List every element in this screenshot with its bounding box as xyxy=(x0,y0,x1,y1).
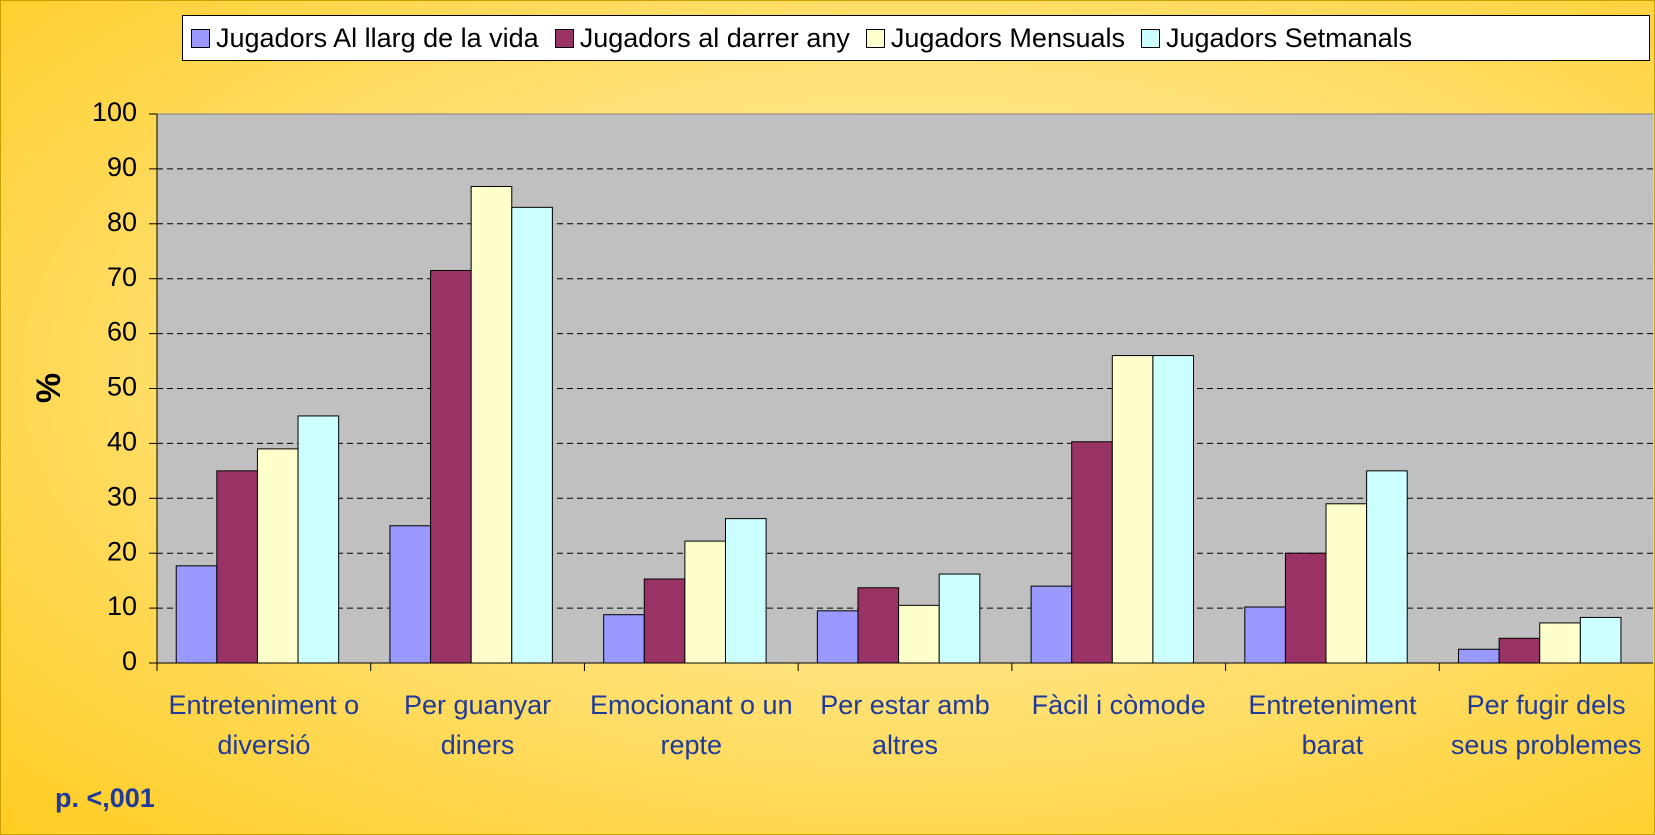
bar xyxy=(1152,355,1195,664)
bar xyxy=(857,587,900,664)
y-tick-label: 60 xyxy=(107,317,137,347)
bar xyxy=(216,470,258,664)
bar xyxy=(603,614,645,664)
y-tick-label: 70 xyxy=(107,262,137,292)
bar xyxy=(297,415,340,664)
legend-label: Jugadors Al llarg de la vida xyxy=(216,22,539,53)
bar xyxy=(938,573,981,664)
y-tick-label: 20 xyxy=(107,536,137,566)
bar xyxy=(1458,648,1500,664)
bar xyxy=(1498,637,1541,664)
legend-item: Jugadors al darrer any xyxy=(554,22,850,54)
bar xyxy=(1244,606,1286,664)
legend-label: Jugadors al darrer any xyxy=(579,22,850,53)
bar xyxy=(175,565,218,664)
bar xyxy=(684,540,726,664)
y-tick-label: 0 xyxy=(122,646,137,676)
bar xyxy=(1539,622,1581,664)
bar xyxy=(643,578,686,664)
y-tick-label: 50 xyxy=(107,372,137,402)
bar xyxy=(816,610,859,664)
legend-swatch xyxy=(191,28,210,48)
legend-item: Jugadors Mensuals xyxy=(865,22,1125,54)
y-axis-label: % xyxy=(30,373,68,403)
bar xyxy=(470,185,513,664)
legend: Jugadors Al llarg de la vida Jugadors al … xyxy=(182,15,1650,61)
bar xyxy=(1325,503,1368,664)
y-tick-label: 100 xyxy=(92,97,137,127)
legend-swatch xyxy=(865,28,885,48)
y-tick-label: 80 xyxy=(107,207,137,237)
bar xyxy=(1284,552,1327,664)
y-tick-label: 10 xyxy=(107,591,137,621)
y-tick-label: 40 xyxy=(107,427,137,457)
x-tick-label: Per estar amb altres xyxy=(820,690,990,760)
y-tick-label: 90 xyxy=(107,152,137,182)
x-tick-label: Per guanyar diners xyxy=(404,690,552,760)
x-tick-label: Fàcil i còmode xyxy=(1031,690,1206,720)
x-tick-label: Entreteniment o diversió xyxy=(168,690,360,760)
bar xyxy=(389,525,432,664)
bar xyxy=(256,448,299,664)
bar xyxy=(1071,441,1113,664)
bar xyxy=(511,206,553,664)
x-tick-label: Per fugir dels seus problemes xyxy=(1450,690,1642,760)
bar xyxy=(1111,355,1154,664)
bar xyxy=(430,269,472,664)
bar xyxy=(898,604,940,664)
legend-swatch xyxy=(554,28,574,48)
bar xyxy=(1579,616,1622,664)
bar xyxy=(1030,585,1073,664)
legend-item: Jugadors Al llarg de la vida xyxy=(191,23,539,54)
bar xyxy=(1366,470,1408,664)
legend-label: Jugadors Setmanals xyxy=(1166,22,1413,53)
legend-label: Jugadors Mensuals xyxy=(890,22,1125,53)
bar xyxy=(724,518,767,664)
annotation: p. <,001 xyxy=(55,783,155,813)
legend-item: Jugadors Setmanals xyxy=(1141,23,1412,54)
x-tick-label: Entreteniment barat xyxy=(1248,690,1417,760)
y-tick-label: 30 xyxy=(107,481,137,511)
legend-swatch xyxy=(1141,28,1160,48)
x-tick-label: Emocionant o un repte xyxy=(589,690,793,760)
